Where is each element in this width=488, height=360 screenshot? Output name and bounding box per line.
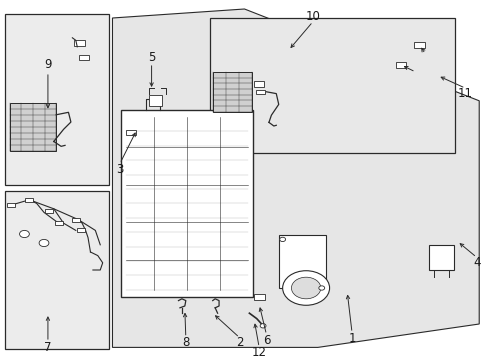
Bar: [25, 198, 33, 202]
Polygon shape: [112, 9, 478, 347]
Bar: [149, 95, 161, 106]
Circle shape: [39, 239, 49, 247]
Bar: [125, 130, 136, 135]
Circle shape: [318, 286, 324, 290]
Circle shape: [279, 237, 285, 242]
Bar: [413, 42, 425, 48]
Circle shape: [260, 324, 265, 328]
Circle shape: [291, 277, 320, 299]
Text: 7: 7: [44, 341, 52, 354]
Bar: [77, 229, 84, 233]
Text: 8: 8: [182, 336, 189, 349]
Text: 4: 4: [472, 256, 480, 269]
Text: 3: 3: [116, 163, 123, 176]
Bar: [278, 235, 325, 288]
Circle shape: [282, 271, 329, 305]
Bar: [428, 245, 453, 270]
Bar: [79, 55, 89, 60]
Text: 5: 5: [147, 51, 155, 64]
Text: 10: 10: [305, 10, 320, 23]
Bar: [253, 294, 264, 300]
Text: 1: 1: [347, 332, 355, 345]
Bar: [256, 90, 264, 94]
Text: 2: 2: [235, 336, 243, 349]
Circle shape: [20, 230, 29, 238]
Bar: [74, 40, 84, 46]
Bar: [55, 221, 62, 225]
Bar: [254, 81, 264, 87]
Bar: [10, 103, 56, 151]
Text: 11: 11: [457, 87, 472, 100]
Bar: [121, 110, 253, 297]
Bar: [45, 209, 53, 212]
Bar: [212, 72, 251, 112]
Text: 6: 6: [262, 334, 270, 347]
Bar: [5, 14, 108, 185]
Bar: [395, 62, 405, 68]
Bar: [72, 217, 80, 221]
Bar: [5, 191, 108, 349]
Text: 9: 9: [44, 58, 52, 71]
Text: 12: 12: [251, 346, 266, 359]
Bar: [210, 18, 454, 153]
Bar: [7, 203, 15, 207]
